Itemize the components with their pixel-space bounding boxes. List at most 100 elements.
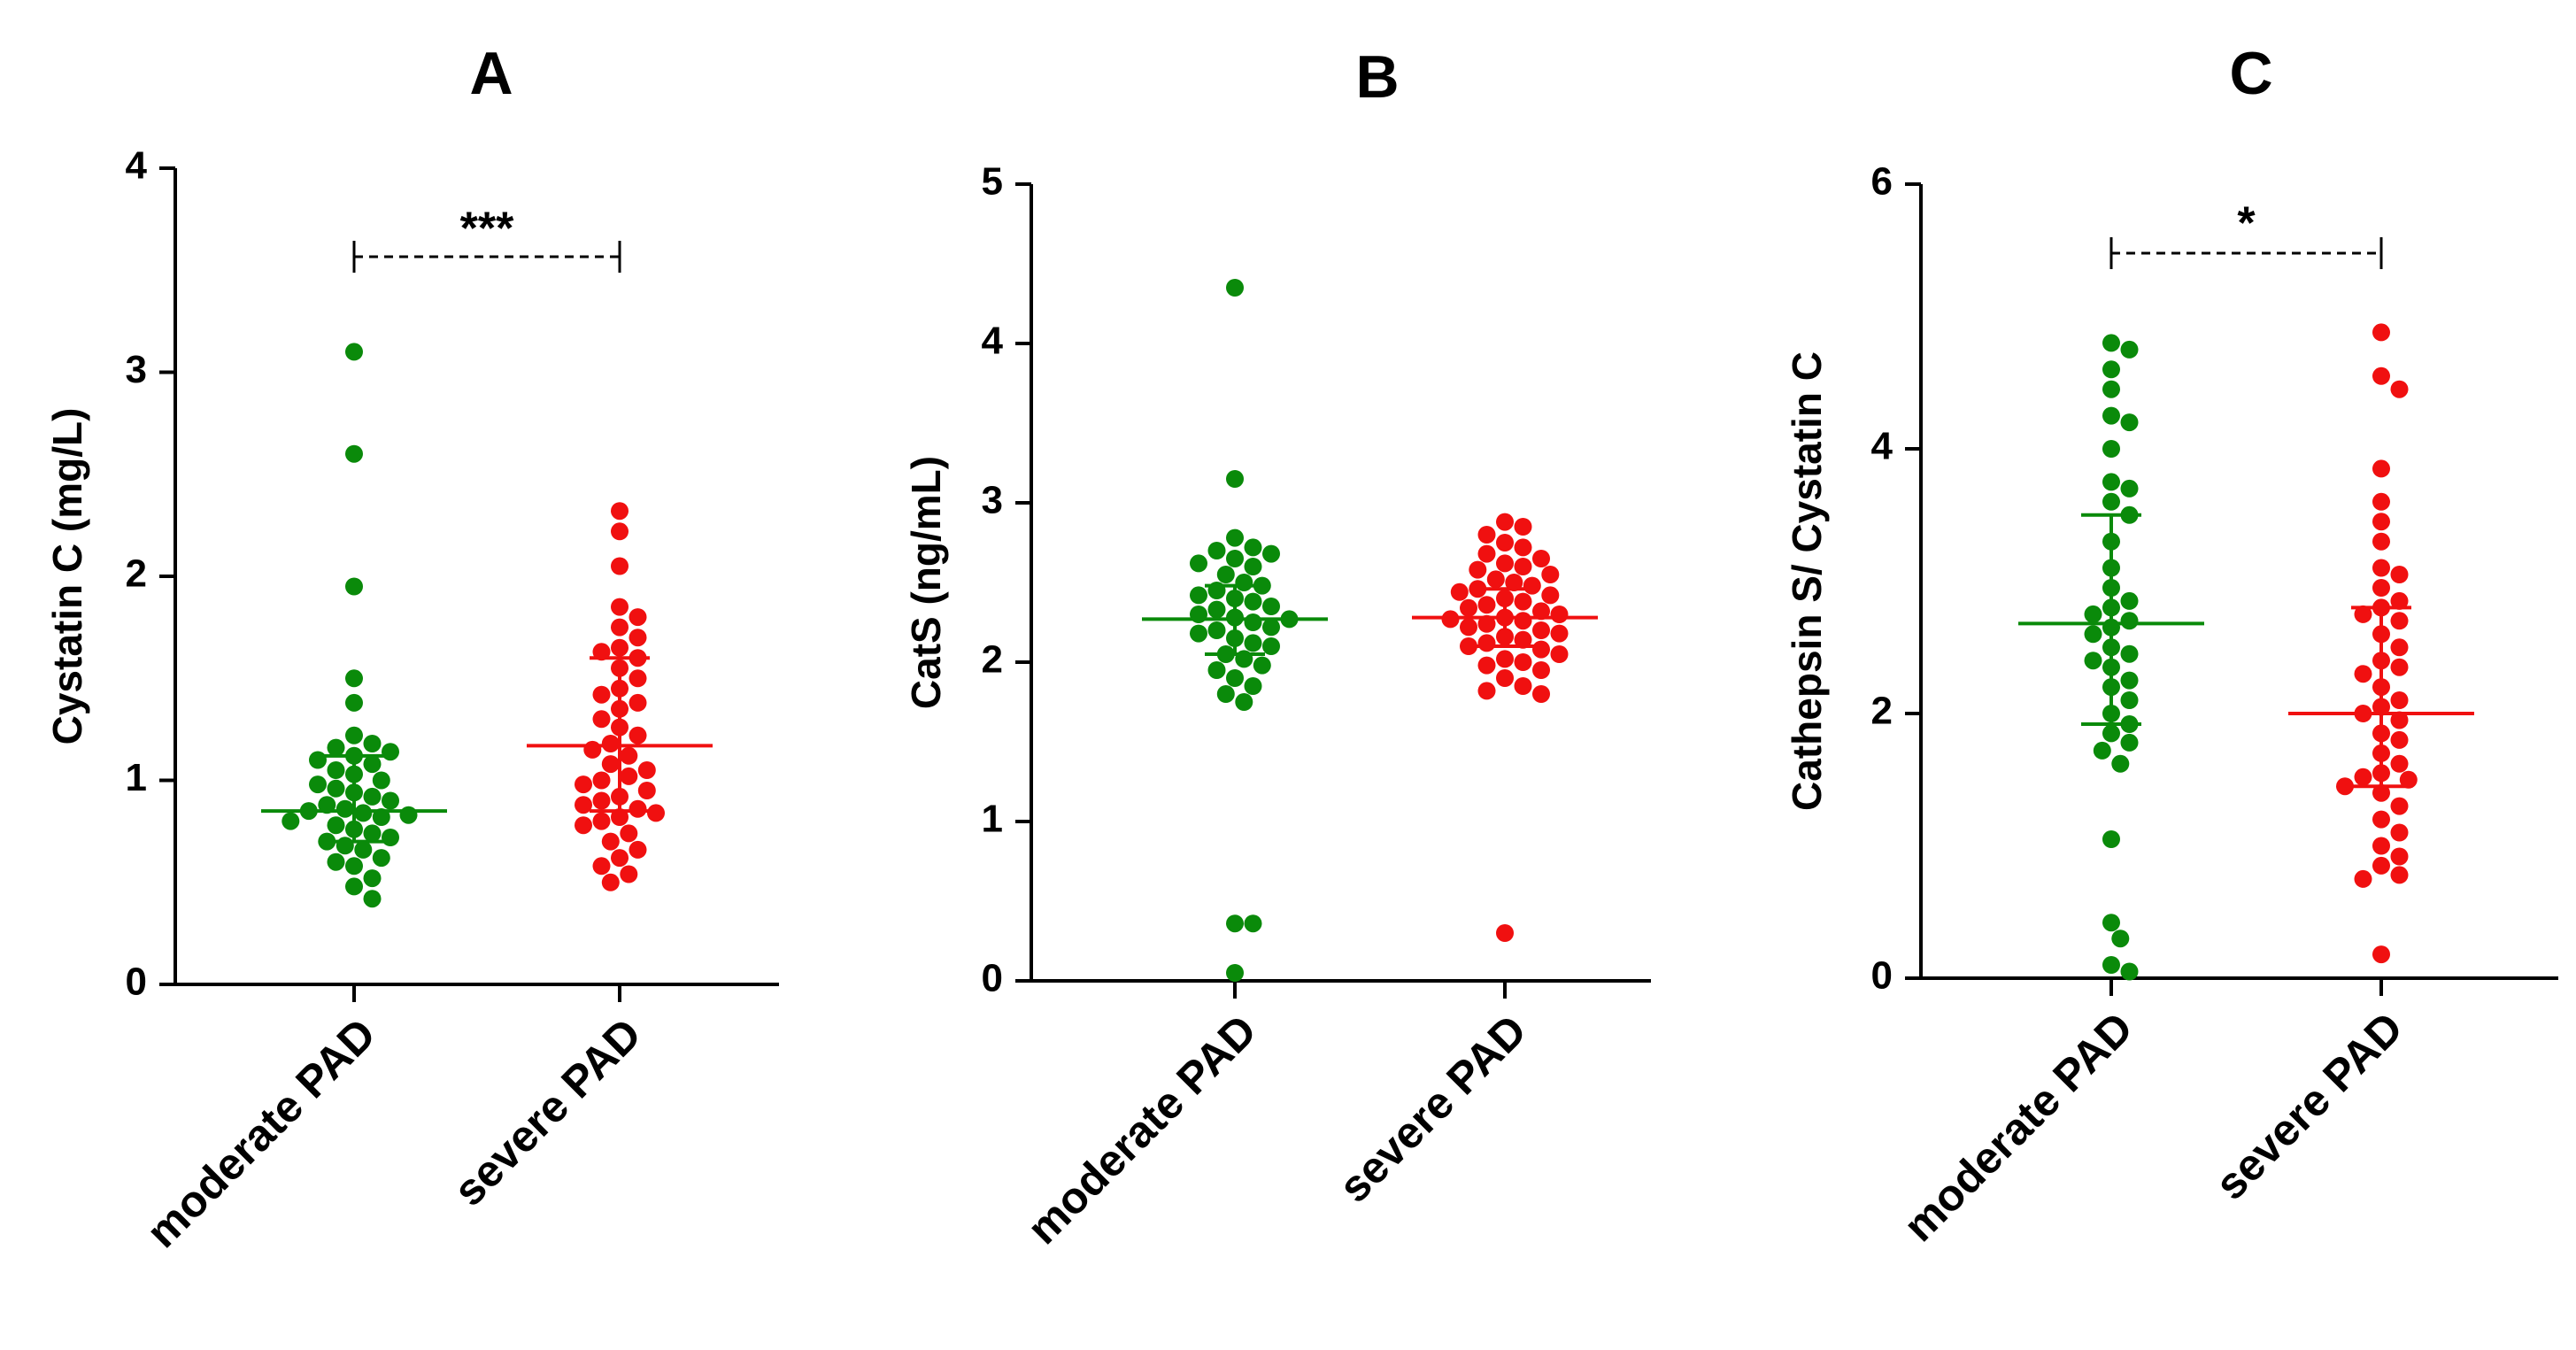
chart-panel-a: A 0 1 2 3 4 Cystatin C (mg/L) moderate PAD sever… — [44, 40, 779, 1257]
data-point — [327, 852, 345, 871]
data-point — [2390, 612, 2409, 630]
data-point — [1514, 612, 1532, 630]
data-point — [629, 840, 647, 859]
y-tick-label: 0 — [126, 960, 147, 1004]
data-point — [1262, 544, 1280, 563]
data-point — [592, 857, 611, 876]
data-point — [345, 343, 363, 361]
data-point — [1514, 558, 1532, 575]
data-point — [335, 837, 354, 855]
data-point — [372, 771, 390, 790]
data-point — [592, 685, 611, 704]
data-point — [2372, 366, 2390, 385]
y-tick-label: 2 — [126, 552, 147, 596]
data-point — [1207, 600, 1226, 619]
data-point — [2120, 962, 2139, 981]
data-point — [1486, 570, 1505, 589]
data-point — [1244, 613, 1262, 631]
series-severe-pad — [2288, 323, 2474, 964]
chart-panel-b: B 0 1 2 3 4 5 CatS (ng/mL) moderate PAD severe PA… — [903, 43, 1651, 1254]
data-point — [2390, 711, 2409, 729]
data-point — [327, 761, 345, 779]
data-point — [345, 444, 363, 463]
data-point — [1532, 621, 1550, 639]
panel-letter: A — [469, 40, 513, 107]
data-point — [2102, 440, 2120, 458]
data-point — [2084, 605, 2102, 623]
y-tick-label: 4 — [1871, 425, 1893, 468]
data-point — [2390, 823, 2409, 842]
data-point — [1505, 574, 1523, 591]
data-point — [2372, 513, 2390, 531]
data-point — [611, 598, 629, 616]
data-point — [2120, 591, 2139, 610]
data-point — [601, 735, 620, 752]
data-point — [1450, 582, 1469, 601]
data-point — [620, 824, 638, 843]
data-point — [363, 869, 382, 888]
data-point — [620, 746, 638, 765]
data-point — [382, 829, 399, 846]
data-point — [1541, 586, 1560, 605]
data-point — [2102, 492, 2120, 511]
data-point — [1496, 924, 1514, 942]
data-point — [1262, 598, 1280, 615]
data-point — [637, 782, 656, 799]
data-point — [1253, 656, 1271, 675]
data-point — [345, 577, 363, 596]
data-point — [2120, 612, 2139, 630]
data-point — [382, 791, 399, 810]
data-point — [2372, 323, 2390, 342]
data-point — [1226, 279, 1244, 297]
data-point — [2399, 770, 2418, 789]
data-point — [2111, 930, 2130, 948]
data-point — [282, 812, 300, 830]
series-moderate-pad — [261, 343, 447, 908]
chart-panel-c: C 0 2 4 6 Cathepsin S/ Cystatin C moderate PAD… — [1784, 40, 2558, 1251]
data-point — [1244, 634, 1262, 652]
data-point — [575, 796, 592, 814]
x-tick-label: moderate PAD — [137, 1009, 386, 1258]
data-point — [1523, 576, 1541, 595]
y-axis-title: Cathepsin S/ Cystatin C — [1784, 351, 1830, 811]
data-point — [1244, 677, 1262, 695]
data-point — [382, 743, 399, 761]
panel-letter: B — [1355, 43, 1399, 111]
data-point — [2120, 691, 2139, 709]
data-point — [2354, 768, 2372, 786]
data-point — [309, 751, 327, 769]
data-point — [345, 857, 363, 876]
data-point — [2372, 532, 2390, 551]
data-point — [2354, 665, 2372, 683]
data-point — [2336, 777, 2354, 796]
data-point — [1226, 669, 1244, 687]
significance-bracket: *** — [352, 204, 621, 273]
data-point — [592, 771, 611, 790]
data-point — [2102, 914, 2120, 932]
y-tick-label: 0 — [1871, 954, 1893, 998]
y-tick-label: 2 — [1871, 690, 1893, 733]
data-point — [1496, 534, 1514, 552]
data-point — [2102, 406, 2120, 425]
data-point — [1244, 558, 1262, 575]
data-point — [2390, 847, 2409, 866]
data-point — [1207, 621, 1226, 639]
data-point — [1550, 624, 1569, 643]
data-point — [2102, 724, 2120, 743]
y-tick-label: 1 — [982, 798, 1003, 841]
significance-bracket: * — [2109, 198, 2383, 269]
series-severe-pad — [527, 502, 713, 891]
data-point — [2102, 334, 2120, 352]
data-point — [1477, 634, 1496, 652]
data-point — [1532, 602, 1550, 621]
data-point — [611, 849, 629, 868]
data-point — [2120, 479, 2139, 498]
data-point — [363, 735, 382, 752]
series-severe-pad — [1412, 513, 1598, 942]
data-point — [1207, 661, 1226, 679]
data-point — [575, 775, 592, 794]
data-point — [2120, 671, 2139, 690]
data-point — [1532, 550, 1550, 567]
data-point — [2111, 754, 2130, 773]
data-point — [2372, 945, 2390, 964]
